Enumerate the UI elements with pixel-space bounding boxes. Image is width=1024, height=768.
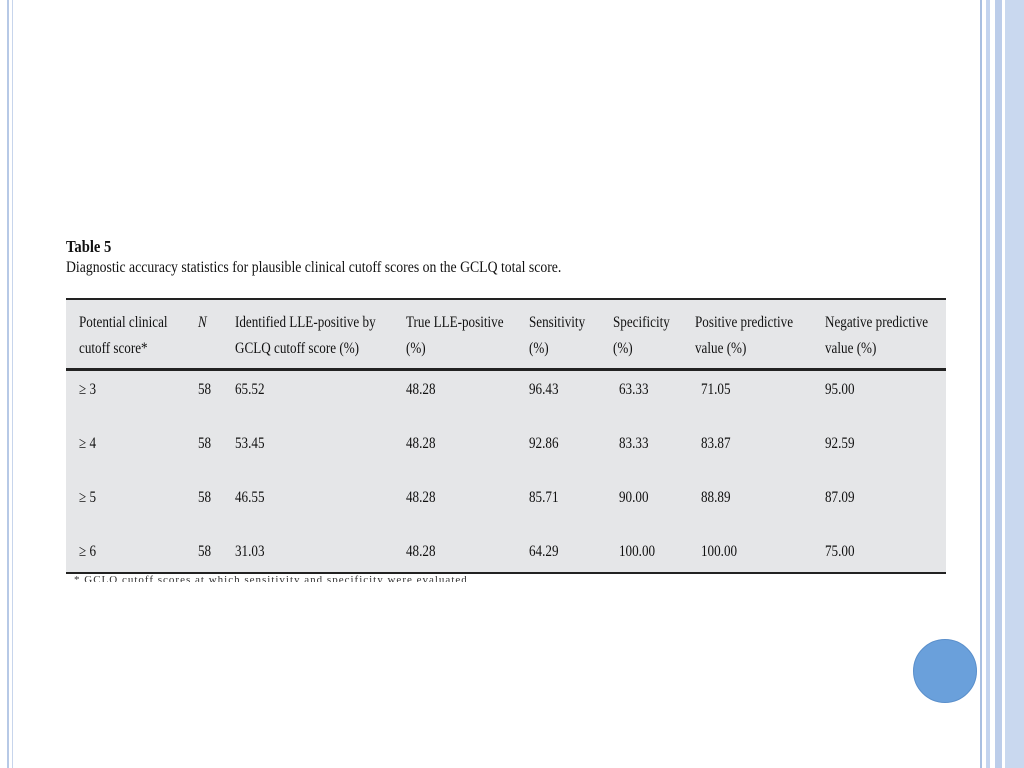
header-line-2: GCLQ cutoff score (%) <box>235 340 359 357</box>
table-cell: 63.33 <box>619 381 649 398</box>
table-cell: 83.33 <box>619 435 649 452</box>
table-cell: 95.00 <box>825 381 855 398</box>
table-cell: 58 <box>198 543 212 560</box>
header-true-positive: True LLE-positive (%) <box>406 310 504 362</box>
table-cell: 48.28 <box>406 435 436 452</box>
table-cell: 46.55 <box>235 489 265 506</box>
slide-right-border <box>978 0 1024 768</box>
table-cell: 96.43 <box>529 381 559 398</box>
header-line-2: (%) <box>613 340 633 357</box>
table-cell: 100.00 <box>619 543 656 560</box>
header-line-2: value (%) <box>695 340 747 357</box>
table-cell: 53.45 <box>235 435 265 452</box>
header-line-2: (%) <box>529 340 549 357</box>
table-cell: 92.59 <box>825 435 855 452</box>
header-identified-positive: Identified LLE-positive by GCLQ cutoff sc… <box>235 310 376 362</box>
table-cell: 48.28 <box>406 381 436 398</box>
decorative-circle <box>913 639 977 703</box>
table-cell: 88.89 <box>701 489 731 506</box>
table-cell: 65.52 <box>235 381 265 398</box>
table-cell: 58 <box>198 381 212 398</box>
table-cell: 48.28 <box>406 489 436 506</box>
header-line-1: Positive predictive <box>695 314 794 331</box>
table-cell: ≥ 4 <box>79 435 97 452</box>
table-figure: Table 5 Diagnostic accuracy statistics f… <box>66 236 946 582</box>
header-line-2: (%) <box>406 340 426 357</box>
header-line-1: N <box>198 314 207 331</box>
header-n: N <box>198 310 207 336</box>
table-caption: Diagnostic accuracy statistics for plaus… <box>66 259 562 276</box>
table-cell: 90.00 <box>619 489 649 506</box>
table-cell: ≥ 6 <box>79 543 97 560</box>
header-npv: Negative predictive value (%) <box>825 310 928 362</box>
table-cell: 58 <box>198 435 212 452</box>
header-line-2: cutoff score* <box>79 340 148 357</box>
header-line-1: Identified LLE-positive by <box>235 314 376 331</box>
header-line-1: Sensitivity <box>529 314 586 331</box>
table-cell: ≥ 5 <box>79 489 97 506</box>
table-footnote: * GCLQ cutoff scores at which sensitivit… <box>74 574 468 582</box>
header-specificity: Specificity (%) <box>613 310 670 362</box>
header-ppv: Positive predictive value (%) <box>695 310 793 362</box>
header-line-1: Specificity <box>613 314 670 331</box>
table-title: Table 5 <box>66 237 112 256</box>
table-cell: 92.86 <box>529 435 559 452</box>
table-cell: 83.87 <box>701 435 731 452</box>
table-cell: 58 <box>198 489 212 506</box>
header-line-2: value (%) <box>825 340 877 357</box>
table-cell: 85.71 <box>529 489 559 506</box>
header-sensitivity: Sensitivity (%) <box>529 310 585 362</box>
header-line-1: Potential clinical <box>79 314 168 331</box>
table-cell: 75.00 <box>825 543 855 560</box>
table-cell: 64.29 <box>529 543 559 560</box>
header-line-1: True LLE-positive <box>406 314 504 331</box>
header-line-1: Negative predictive <box>825 314 929 331</box>
header-cutoff-score: Potential clinical cutoff score* <box>79 310 168 362</box>
slide-left-border <box>0 0 13 768</box>
table-cell: 48.28 <box>406 543 436 560</box>
header-rule <box>66 368 946 371</box>
table-cell: ≥ 3 <box>79 381 97 398</box>
table-cell: 71.05 <box>701 381 731 398</box>
data-table: Potential clinical cutoff score* N Identifi… <box>66 298 946 574</box>
table-cell: 100.00 <box>701 543 738 560</box>
table-cell: 87.09 <box>825 489 855 506</box>
table-cell: 31.03 <box>235 543 265 560</box>
